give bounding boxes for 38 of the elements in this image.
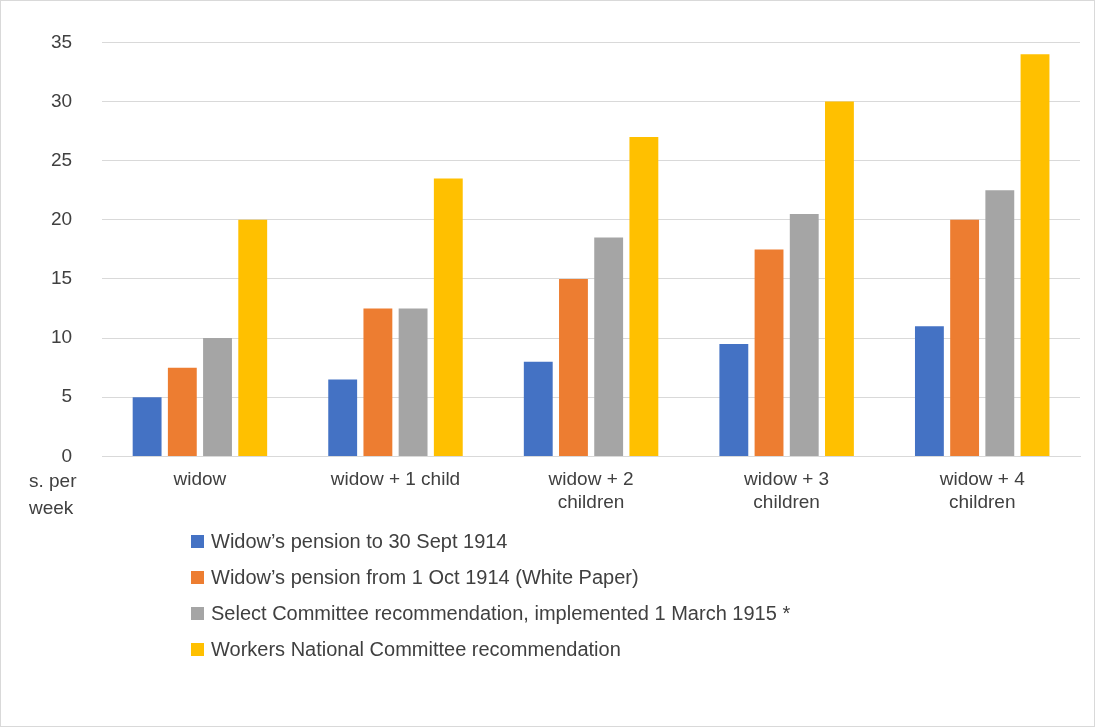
bar — [1020, 54, 1050, 456]
y-tick-label: 20 — [50, 208, 73, 230]
bar — [914, 326, 944, 456]
bar — [754, 249, 784, 456]
x-tick-label: widow — [172, 468, 227, 490]
legend-label: Workers National Committee recommendation — [211, 638, 621, 661]
y-tick-label: 35 — [50, 30, 73, 52]
x-tick-label: widow + 2 children — [547, 468, 634, 512]
legend-label: Widow’s pension to 30 Sept 1914 — [211, 530, 508, 553]
legend-label: Select Committee recommendation, implemented 1 March 1915 * — [211, 602, 791, 625]
bar — [825, 101, 854, 456]
y-tick-label: 10 — [50, 326, 73, 348]
y-tick-label: 5 — [61, 385, 73, 407]
bar — [433, 178, 463, 456]
bar — [328, 379, 358, 456]
bar — [950, 219, 980, 456]
bar — [132, 397, 162, 456]
y-tick-label: 30 — [50, 89, 73, 111]
bar — [985, 190, 1015, 456]
bar — [719, 344, 749, 456]
bar — [238, 219, 268, 456]
bar — [559, 278, 588, 456]
bar — [594, 237, 624, 456]
bar — [167, 367, 197, 456]
bar — [523, 361, 553, 456]
bar — [363, 308, 393, 456]
y-tick-label: 15 — [50, 267, 73, 289]
y-tick-label: 0 — [61, 444, 73, 466]
bar — [629, 137, 659, 456]
legend-label: Widow’s pension from 1 Oct 1914 (White Paper) — [211, 566, 639, 589]
x-tick-label: widow + 1 child — [329, 468, 461, 490]
y-tick-label: 25 — [50, 148, 73, 170]
bar — [203, 338, 232, 456]
y-axis-title: s. per week — [28, 470, 78, 519]
bar — [789, 213, 819, 456]
x-tick-label: widow + 3 children — [743, 468, 830, 512]
x-tick-label: widow + 4 children — [938, 468, 1026, 512]
bar — [398, 308, 428, 456]
